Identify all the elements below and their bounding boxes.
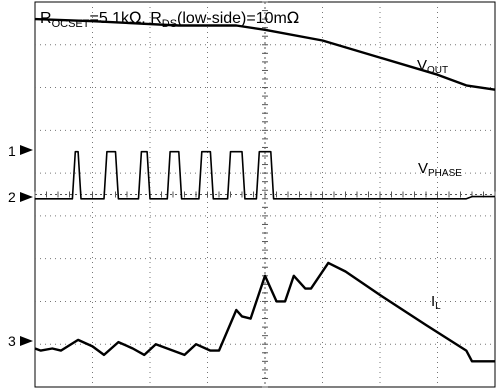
svg-text:3: 3 <box>8 333 16 349</box>
annotation-text: ROCSET=5.1kΩ, RDS(low-side)=10mΩ <box>40 8 299 30</box>
channel-marker-3: 3 <box>8 333 33 349</box>
channel-marker-1: 1 <box>8 143 33 159</box>
svg-text:2: 2 <box>8 189 16 205</box>
series-label-vphase: VPHASE <box>418 160 462 179</box>
traces <box>34 17 496 363</box>
trace-vout <box>34 17 496 91</box>
channel-marker-2-arrow-icon <box>20 192 33 202</box>
trace-il <box>34 261 495 363</box>
trace-vphase <box>35 150 495 200</box>
series-label-vout: VOUT <box>417 57 448 76</box>
series-label-il: IL <box>431 293 441 312</box>
channel-marker-2: 2 <box>8 189 33 205</box>
channel-marker-3-arrow-icon <box>20 336 33 346</box>
grid <box>34 1 496 388</box>
svg-text:1: 1 <box>8 143 16 159</box>
channel-marker-1-arrow-icon <box>20 145 33 155</box>
